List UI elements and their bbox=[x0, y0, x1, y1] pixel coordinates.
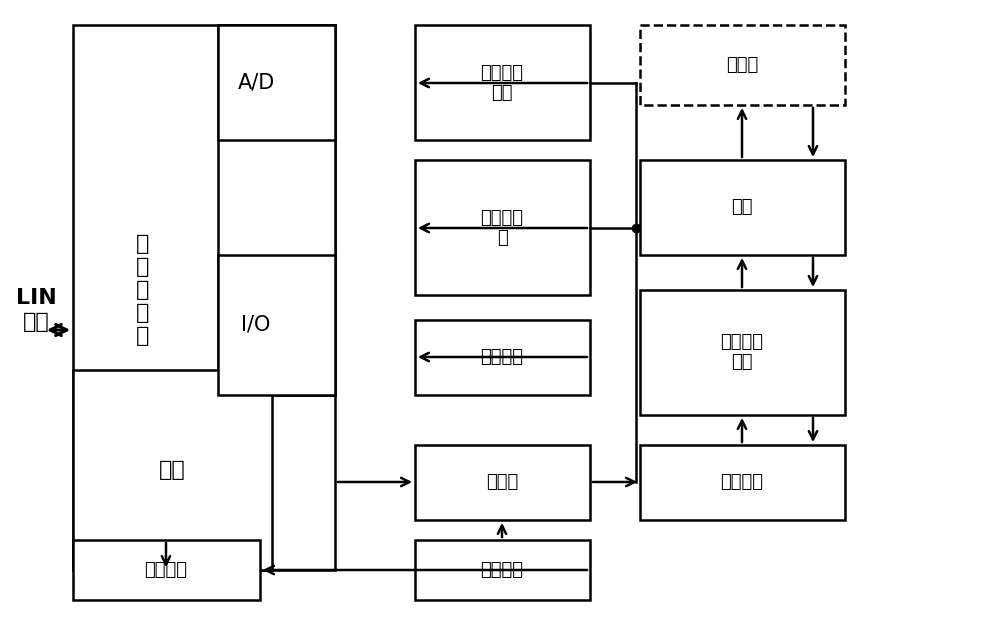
Text: 手动开关: 手动开关 bbox=[480, 348, 524, 366]
Bar bbox=[415, 25, 590, 140]
Text: 障碍物: 障碍物 bbox=[726, 56, 758, 74]
Bar bbox=[415, 445, 590, 520]
Text: 玻璃升降
机构: 玻璃升降 机构 bbox=[720, 333, 764, 371]
Text: 车载电源: 车载电源 bbox=[480, 561, 524, 579]
Bar bbox=[415, 540, 590, 600]
Bar bbox=[640, 160, 845, 255]
Text: 霍尔传感
器: 霍尔传感 器 bbox=[480, 209, 524, 247]
Bar bbox=[640, 25, 845, 105]
Bar bbox=[73, 540, 260, 600]
Bar bbox=[218, 25, 335, 395]
Bar bbox=[73, 370, 272, 570]
Text: 电流采样
电路: 电流采样 电路 bbox=[480, 63, 524, 102]
Text: 直流电机: 直流电机 bbox=[720, 473, 764, 491]
Bar bbox=[640, 290, 845, 415]
Bar bbox=[218, 25, 335, 140]
Bar bbox=[415, 160, 590, 295]
Bar bbox=[640, 445, 845, 520]
Text: A/D: A/D bbox=[237, 73, 275, 93]
Bar bbox=[73, 25, 335, 570]
Text: 玻璃: 玻璃 bbox=[731, 198, 753, 216]
Text: 电源: 电源 bbox=[159, 460, 185, 480]
Bar bbox=[218, 255, 335, 395]
Text: 电压转换: 电压转换 bbox=[144, 561, 188, 579]
Bar bbox=[415, 320, 590, 395]
Text: I/O: I/O bbox=[241, 315, 271, 335]
Text: 车
窗
控
制
器: 车 窗 控 制 器 bbox=[136, 233, 150, 347]
Text: LIN
总线: LIN 总线 bbox=[16, 288, 56, 332]
Text: 继电器: 继电器 bbox=[486, 473, 518, 491]
